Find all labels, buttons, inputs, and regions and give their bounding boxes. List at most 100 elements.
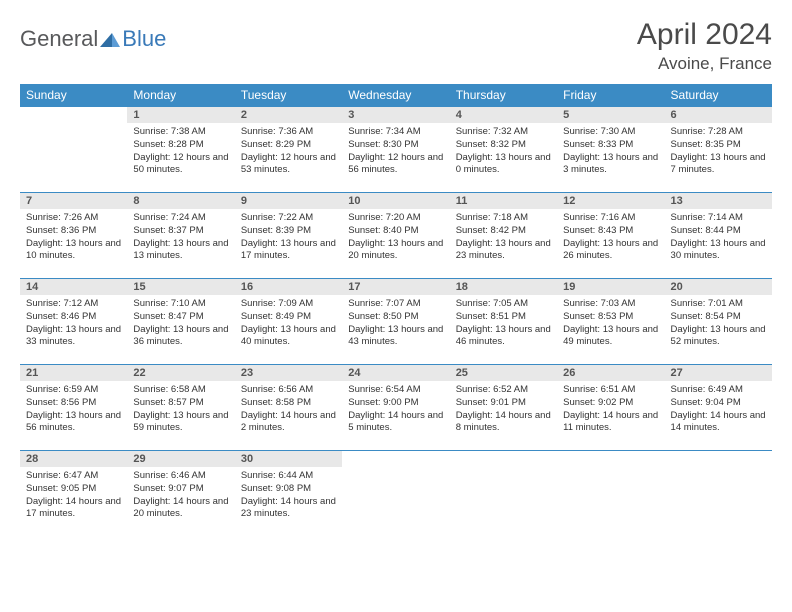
sunrise-text: Sunrise: 7:14 AM bbox=[671, 212, 766, 225]
daylight-text: Daylight: 13 hours and 59 minutes. bbox=[133, 410, 228, 436]
day-number: 27 bbox=[665, 365, 772, 381]
sunrise-text: Sunrise: 6:51 AM bbox=[563, 384, 658, 397]
sunrise-text: Sunrise: 7:22 AM bbox=[241, 212, 336, 225]
day-header: Saturday bbox=[665, 84, 772, 107]
sunset-text: Sunset: 8:28 PM bbox=[133, 139, 228, 152]
day-details: Sunrise: 6:44 AMSunset: 9:08 PMDaylight:… bbox=[235, 467, 342, 525]
day-header: Sunday bbox=[20, 84, 127, 107]
sunrise-text: Sunrise: 7:05 AM bbox=[456, 298, 551, 311]
calendar-day-cell: 15Sunrise: 7:10 AMSunset: 8:47 PMDayligh… bbox=[127, 279, 234, 365]
calendar-day-cell: 26Sunrise: 6:51 AMSunset: 9:02 PMDayligh… bbox=[557, 365, 664, 451]
calendar-day-cell bbox=[20, 107, 127, 193]
day-details: Sunrise: 7:22 AMSunset: 8:39 PMDaylight:… bbox=[235, 209, 342, 267]
day-number: 7 bbox=[20, 193, 127, 209]
daylight-text: Daylight: 14 hours and 2 minutes. bbox=[241, 410, 336, 436]
day-number: 22 bbox=[127, 365, 234, 381]
sunset-text: Sunset: 9:04 PM bbox=[671, 397, 766, 410]
calendar-day-cell: 20Sunrise: 7:01 AMSunset: 8:54 PMDayligh… bbox=[665, 279, 772, 365]
daylight-text: Daylight: 13 hours and 46 minutes. bbox=[456, 324, 551, 350]
sunrise-text: Sunrise: 6:52 AM bbox=[456, 384, 551, 397]
sunset-text: Sunset: 8:43 PM bbox=[563, 225, 658, 238]
day-details: Sunrise: 7:28 AMSunset: 8:35 PMDaylight:… bbox=[665, 123, 772, 181]
sunset-text: Sunset: 9:01 PM bbox=[456, 397, 551, 410]
sunset-text: Sunset: 8:29 PM bbox=[241, 139, 336, 152]
daylight-text: Daylight: 13 hours and 52 minutes. bbox=[671, 324, 766, 350]
daylight-text: Daylight: 12 hours and 56 minutes. bbox=[348, 152, 443, 178]
calendar-day-cell: 29Sunrise: 6:46 AMSunset: 9:07 PMDayligh… bbox=[127, 451, 234, 537]
calendar-day-cell: 13Sunrise: 7:14 AMSunset: 8:44 PMDayligh… bbox=[665, 193, 772, 279]
day-details: Sunrise: 7:24 AMSunset: 8:37 PMDaylight:… bbox=[127, 209, 234, 267]
daylight-text: Daylight: 13 hours and 3 minutes. bbox=[563, 152, 658, 178]
sunset-text: Sunset: 8:35 PM bbox=[671, 139, 766, 152]
day-details: Sunrise: 6:54 AMSunset: 9:00 PMDaylight:… bbox=[342, 381, 449, 439]
sunset-text: Sunset: 9:05 PM bbox=[26, 483, 121, 496]
calendar-day-cell: 1Sunrise: 7:38 AMSunset: 8:28 PMDaylight… bbox=[127, 107, 234, 193]
day-details: Sunrise: 6:46 AMSunset: 9:07 PMDaylight:… bbox=[127, 467, 234, 525]
daylight-text: Daylight: 14 hours and 20 minutes. bbox=[133, 496, 228, 522]
sunrise-text: Sunrise: 7:09 AM bbox=[241, 298, 336, 311]
day-number: 12 bbox=[557, 193, 664, 209]
day-details: Sunrise: 7:10 AMSunset: 8:47 PMDaylight:… bbox=[127, 295, 234, 353]
sunrise-text: Sunrise: 7:10 AM bbox=[133, 298, 228, 311]
day-details: Sunrise: 7:16 AMSunset: 8:43 PMDaylight:… bbox=[557, 209, 664, 267]
daylight-text: Daylight: 12 hours and 53 minutes. bbox=[241, 152, 336, 178]
sunrise-text: Sunrise: 6:49 AM bbox=[671, 384, 766, 397]
calendar-day-cell bbox=[665, 451, 772, 537]
day-number: 13 bbox=[665, 193, 772, 209]
sunrise-text: Sunrise: 7:26 AM bbox=[26, 212, 121, 225]
day-number: 28 bbox=[20, 451, 127, 467]
calendar-day-cell: 18Sunrise: 7:05 AMSunset: 8:51 PMDayligh… bbox=[450, 279, 557, 365]
day-details: Sunrise: 6:58 AMSunset: 8:57 PMDaylight:… bbox=[127, 381, 234, 439]
day-details: Sunrise: 7:34 AMSunset: 8:30 PMDaylight:… bbox=[342, 123, 449, 181]
sunset-text: Sunset: 9:00 PM bbox=[348, 397, 443, 410]
sunrise-text: Sunrise: 6:47 AM bbox=[26, 470, 121, 483]
sunrise-text: Sunrise: 6:56 AM bbox=[241, 384, 336, 397]
day-details: Sunrise: 7:18 AMSunset: 8:42 PMDaylight:… bbox=[450, 209, 557, 267]
sunrise-text: Sunrise: 7:30 AM bbox=[563, 126, 658, 139]
calendar-day-cell: 21Sunrise: 6:59 AMSunset: 8:56 PMDayligh… bbox=[20, 365, 127, 451]
sunrise-text: Sunrise: 7:36 AM bbox=[241, 126, 336, 139]
day-number: 25 bbox=[450, 365, 557, 381]
day-number: 19 bbox=[557, 279, 664, 295]
day-number: 8 bbox=[127, 193, 234, 209]
calendar-week-row: 28Sunrise: 6:47 AMSunset: 9:05 PMDayligh… bbox=[20, 451, 772, 537]
day-number: 26 bbox=[557, 365, 664, 381]
daylight-text: Daylight: 13 hours and 20 minutes. bbox=[348, 238, 443, 264]
daylight-text: Daylight: 14 hours and 17 minutes. bbox=[26, 496, 121, 522]
sunset-text: Sunset: 8:54 PM bbox=[671, 311, 766, 324]
day-header: Tuesday bbox=[235, 84, 342, 107]
calendar-day-cell: 23Sunrise: 6:56 AMSunset: 8:58 PMDayligh… bbox=[235, 365, 342, 451]
sunset-text: Sunset: 8:42 PM bbox=[456, 225, 551, 238]
day-details: Sunrise: 7:36 AMSunset: 8:29 PMDaylight:… bbox=[235, 123, 342, 181]
sunrise-text: Sunrise: 6:44 AM bbox=[241, 470, 336, 483]
title-block: April 2024 Avoine, France bbox=[637, 18, 772, 74]
calendar-day-cell: 27Sunrise: 6:49 AMSunset: 9:04 PMDayligh… bbox=[665, 365, 772, 451]
day-number: 14 bbox=[20, 279, 127, 295]
calendar-day-cell: 11Sunrise: 7:18 AMSunset: 8:42 PMDayligh… bbox=[450, 193, 557, 279]
sunset-text: Sunset: 8:51 PM bbox=[456, 311, 551, 324]
calendar-table: Sunday Monday Tuesday Wednesday Thursday… bbox=[20, 84, 772, 537]
calendar-day-cell bbox=[557, 451, 664, 537]
header: General Blue April 2024 Avoine, France bbox=[20, 18, 772, 74]
sunrise-text: Sunrise: 7:16 AM bbox=[563, 212, 658, 225]
sunrise-text: Sunrise: 7:12 AM bbox=[26, 298, 121, 311]
calendar-day-cell: 24Sunrise: 6:54 AMSunset: 9:00 PMDayligh… bbox=[342, 365, 449, 451]
day-number: 1 bbox=[127, 107, 234, 123]
day-details: Sunrise: 7:30 AMSunset: 8:33 PMDaylight:… bbox=[557, 123, 664, 181]
day-header: Thursday bbox=[450, 84, 557, 107]
calendar-day-cell: 16Sunrise: 7:09 AMSunset: 8:49 PMDayligh… bbox=[235, 279, 342, 365]
day-number: 18 bbox=[450, 279, 557, 295]
day-details: Sunrise: 6:49 AMSunset: 9:04 PMDaylight:… bbox=[665, 381, 772, 439]
day-number: 5 bbox=[557, 107, 664, 123]
daylight-text: Daylight: 14 hours and 5 minutes. bbox=[348, 410, 443, 436]
day-number: 3 bbox=[342, 107, 449, 123]
calendar-day-cell: 5Sunrise: 7:30 AMSunset: 8:33 PMDaylight… bbox=[557, 107, 664, 193]
day-details: Sunrise: 7:05 AMSunset: 8:51 PMDaylight:… bbox=[450, 295, 557, 353]
sunrise-text: Sunrise: 7:34 AM bbox=[348, 126, 443, 139]
sunrise-text: Sunrise: 7:18 AM bbox=[456, 212, 551, 225]
daylight-text: Daylight: 13 hours and 40 minutes. bbox=[241, 324, 336, 350]
day-number: 2 bbox=[235, 107, 342, 123]
daylight-text: Daylight: 13 hours and 26 minutes. bbox=[563, 238, 658, 264]
sunset-text: Sunset: 9:07 PM bbox=[133, 483, 228, 496]
day-number: 30 bbox=[235, 451, 342, 467]
